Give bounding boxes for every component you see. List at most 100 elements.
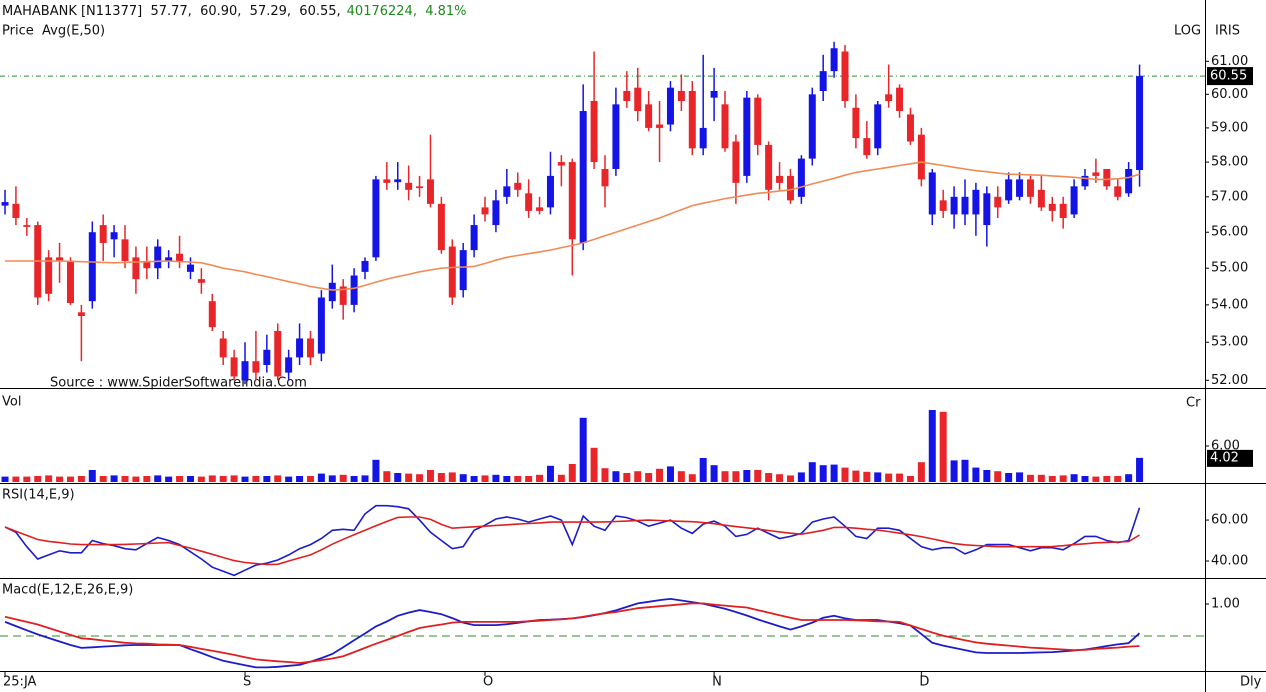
candle-body bbox=[285, 357, 293, 373]
x-tick-label: 25:JA bbox=[3, 675, 37, 690]
volume-bar bbox=[688, 474, 696, 482]
candle-body bbox=[645, 104, 653, 128]
candle-body bbox=[361, 260, 369, 272]
candle-body bbox=[797, 158, 805, 197]
y-tick-label: 53.00 bbox=[1211, 335, 1248, 350]
volume-bar bbox=[961, 459, 969, 482]
candle-body bbox=[459, 250, 467, 291]
volume-bar bbox=[819, 465, 827, 482]
volume-bar bbox=[1136, 457, 1144, 482]
candle-body bbox=[1092, 172, 1100, 176]
candle-body bbox=[143, 260, 151, 269]
candle-body bbox=[579, 111, 587, 243]
volume-bar bbox=[437, 473, 445, 482]
candle-body bbox=[274, 330, 282, 377]
y-tick-label: 60.00 bbox=[1211, 513, 1248, 528]
volume-bar bbox=[492, 474, 500, 482]
volume-bar bbox=[12, 476, 20, 482]
price-box bbox=[1207, 67, 1253, 86]
volume-bar bbox=[1114, 476, 1122, 482]
candle-body bbox=[808, 94, 816, 159]
volume-bar bbox=[677, 471, 685, 482]
candle-body bbox=[786, 175, 794, 201]
price-box-label: 60.55 bbox=[1210, 69, 1247, 84]
candle-body bbox=[328, 282, 336, 302]
candle-body bbox=[1136, 76, 1144, 171]
volume-bar bbox=[525, 476, 533, 482]
candle-body bbox=[754, 97, 762, 145]
candle-body bbox=[590, 100, 598, 163]
volume-bar bbox=[557, 474, 565, 482]
candle-body bbox=[732, 141, 740, 183]
volume-bar bbox=[503, 476, 511, 482]
candle-body bbox=[1, 202, 9, 206]
candle-body bbox=[917, 134, 925, 180]
volume-bar bbox=[514, 476, 522, 482]
candle-body bbox=[852, 107, 860, 139]
candle-body bbox=[88, 232, 96, 302]
subtitle-text: 40176224, 4.81% bbox=[347, 4, 467, 19]
candle-body bbox=[66, 260, 74, 304]
candle-body bbox=[208, 301, 216, 328]
candle-body bbox=[1070, 186, 1078, 215]
candle-body bbox=[612, 104, 620, 169]
candle-body bbox=[906, 114, 914, 142]
candle-body bbox=[383, 179, 391, 183]
unit-label: Cr bbox=[1186, 396, 1201, 411]
volume-bar bbox=[66, 476, 74, 482]
volume-bar bbox=[568, 464, 576, 482]
candle-body bbox=[437, 203, 445, 251]
candle-body bbox=[1026, 179, 1034, 197]
volume-bar bbox=[56, 476, 64, 482]
candle-body bbox=[317, 297, 325, 354]
volume-bar bbox=[808, 462, 816, 482]
panel-label: Vol bbox=[2, 395, 21, 410]
volume-bar bbox=[350, 476, 358, 482]
candle-body bbox=[503, 186, 511, 197]
volume-bar bbox=[874, 472, 882, 482]
volume-bar bbox=[1, 476, 9, 482]
volume-bar bbox=[579, 417, 587, 482]
candle-body bbox=[994, 196, 1002, 208]
volume-bar bbox=[208, 475, 216, 482]
y-tick-label: 54.00 bbox=[1211, 297, 1248, 312]
volume-bar bbox=[1016, 472, 1024, 482]
candle-body bbox=[1081, 175, 1089, 187]
volume-bar bbox=[590, 447, 598, 482]
volume-bar bbox=[383, 471, 391, 482]
candle-body bbox=[99, 225, 107, 243]
y-tick-label: 56.00 bbox=[1211, 225, 1248, 240]
price-legend: Price bbox=[2, 24, 34, 39]
candle-body bbox=[830, 48, 838, 72]
candle-body bbox=[56, 257, 64, 261]
volume-bar bbox=[754, 470, 762, 482]
volume-bar bbox=[448, 472, 456, 482]
volume-bar bbox=[710, 465, 718, 482]
volume-bar bbox=[132, 476, 140, 482]
candle-body bbox=[525, 193, 533, 211]
volume-bar bbox=[230, 475, 238, 482]
volume-bar bbox=[852, 470, 860, 482]
y-tick-label: 58.00 bbox=[1211, 155, 1248, 170]
candle-body bbox=[677, 90, 685, 101]
candle-body bbox=[165, 257, 173, 261]
volume-bar bbox=[34, 476, 42, 482]
candle-body bbox=[1125, 168, 1133, 194]
volume-bar bbox=[470, 476, 478, 482]
x-tick-label: S bbox=[243, 675, 251, 690]
volume-bar bbox=[1092, 476, 1100, 482]
candle-body bbox=[394, 179, 402, 183]
volume-bar bbox=[645, 473, 653, 482]
candle-body bbox=[154, 246, 162, 269]
volume-bar bbox=[1059, 475, 1067, 482]
volume-bar bbox=[77, 476, 85, 482]
volume-bar bbox=[786, 475, 794, 482]
volume-bar bbox=[165, 476, 173, 482]
candle-body bbox=[688, 90, 696, 149]
candle-body bbox=[939, 200, 947, 211]
candle-body bbox=[972, 189, 980, 215]
candle-body bbox=[241, 361, 249, 381]
volume-bar bbox=[372, 459, 380, 482]
